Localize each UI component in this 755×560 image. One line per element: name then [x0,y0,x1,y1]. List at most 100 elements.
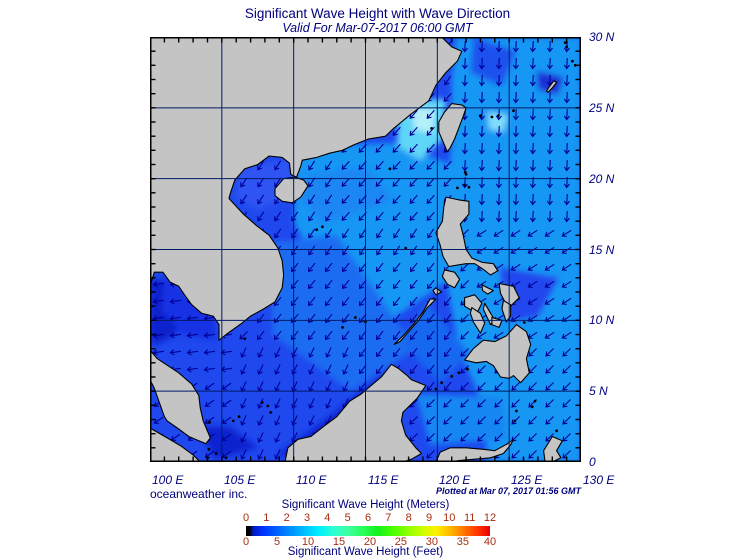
island-dot [515,409,518,413]
colorbar-meters-ticks: 0 1 2 3 4 5 6 7 8 9 10 11 12 [242,512,496,524]
meters-tick-7: 7 [385,512,392,524]
lon-label-125: 125 E [511,473,543,487]
meters-tick-2: 2 [283,512,290,524]
lon-label-105: 105 E [224,473,256,487]
island-dot [490,115,494,119]
sea-zone-taiwan-strait-pale [411,107,436,134]
lat-label-15: 15 N [589,243,615,257]
sea-zone-gulf-thailand-mid [161,273,217,341]
island-dot [388,167,392,171]
meters-tick-6: 6 [364,512,372,524]
sea-zone-celebes-azure [415,394,507,445]
sea-zone-east-visayas-royal [499,266,560,322]
island-dot [321,225,324,229]
meters-tick-0: 0 [242,512,250,524]
island-dot [555,429,558,433]
colorbar-title-meters: Significant Wave Height (Meters) [281,499,450,511]
lon-label-115: 115 E [368,473,399,487]
island-dot [269,411,273,414]
meters-tick-8: 8 [405,512,412,524]
island-dot [467,185,471,189]
land-palawan [393,298,437,345]
island-dot [466,367,469,371]
land-layer [150,37,577,462]
island-dot [237,415,241,419]
island-dot [404,246,408,250]
island-dot [434,387,438,391]
lat-label-0: 0 [589,455,596,469]
lon-label-120: 120 E [439,473,471,487]
island-dot [243,337,247,341]
sea-zone-sulu-sea-med [400,303,471,383]
land-sulawesi-north-arm [435,438,515,462]
feet-tick-15: 15 [332,536,346,548]
island-dot [497,114,500,117]
colorbar-gradient [246,526,490,536]
island-dot [530,405,534,409]
island-dot [513,419,517,423]
feet-tick-30: 30 [425,536,439,548]
land-borneo [284,363,427,462]
meters-tick-3: 3 [303,512,311,524]
meters-tick-1: 1 [263,512,270,524]
island-dot [440,381,443,385]
meters-tick-11: 11 [463,512,476,524]
island-dot [208,420,211,424]
meters-tick-12: 12 [483,512,497,524]
lat-label-30: 30 N [589,30,615,44]
plotted-timestamp: Plotted at Mar 07, 2017 01:56 GMT [435,486,581,496]
island-dot [224,456,228,460]
island-dot [512,109,515,113]
land-halmahera [543,435,563,462]
island-dot [341,326,344,329]
island-dot [260,401,264,404]
meters-tick-10: 10 [443,512,456,524]
feet-tick-0: 0 [242,536,250,548]
page-title: Significant Wave Height with Wave Direct… [244,6,511,21]
feet-tick-35: 35 [456,536,470,548]
land-mindanao [464,324,532,384]
land-okinawa [545,80,558,93]
lat-label-20: 20 N [589,172,615,186]
lon-label-100: 100 E [152,473,184,487]
land-asia-mainland [150,37,463,341]
lon-label-130: 130 E [583,473,615,487]
island-dot [231,419,235,423]
land-malay-peninsula [150,349,211,445]
feet-tick-5: 5 [273,536,281,548]
island-dot [456,186,459,190]
meters-tick-5: 5 [344,512,351,524]
oceanweather-credit: oceanweather inc. [150,487,248,501]
island-dot [354,316,357,319]
land-luzon [435,196,499,276]
feet-tick-40: 40 [483,536,497,548]
colorbar-title-feet: Significant Wave Height (Feet) [287,546,444,558]
island-dot [464,173,468,176]
lat-label-5: 5 N [589,384,608,398]
island-dot [450,374,454,378]
valid-time-subtitle: Valid For Mar-07-2017 06:00 GMT [282,21,473,35]
meters-tick-9: 9 [425,512,433,524]
land-mindoro [441,269,461,289]
lat-label-10: 10 N [589,313,615,327]
island-dot [522,321,526,324]
sea-zone-hainan-east-azure [300,167,395,224]
island-dot [463,170,467,174]
island-dot [533,399,537,403]
island-dot [266,404,270,408]
lat-label-25: 25 N [589,101,615,115]
feet-tick-20: 20 [363,536,377,548]
island-dot [430,127,433,130]
meters-tick-4: 4 [324,512,331,524]
feet-tick-10: 10 [301,536,315,548]
island-dot [214,452,218,455]
graticule-grid [150,37,581,462]
wave-height-map [150,37,581,462]
island-dot [565,45,568,49]
island-dot [315,228,319,232]
land-hainan [274,176,309,204]
island-dot [207,447,211,451]
island-dot [571,59,574,63]
island-dot [463,183,466,187]
